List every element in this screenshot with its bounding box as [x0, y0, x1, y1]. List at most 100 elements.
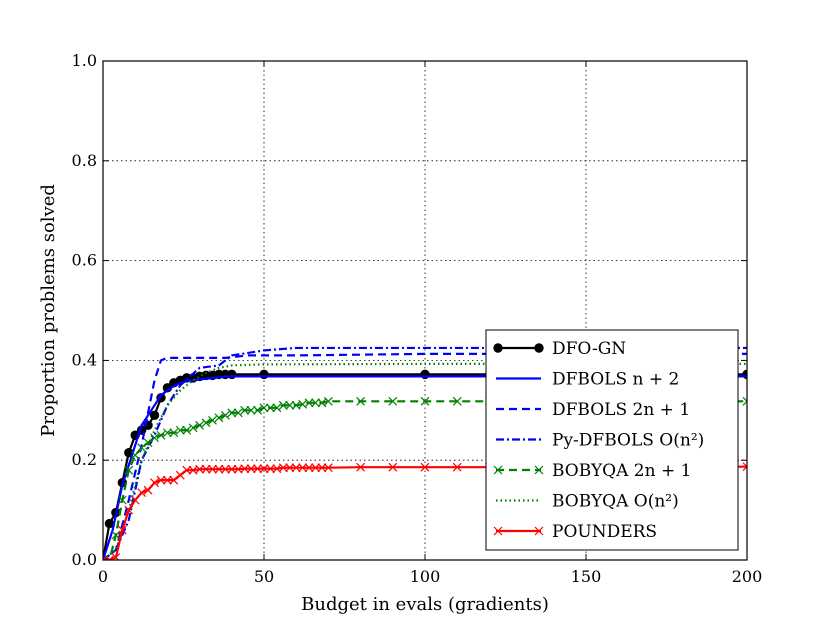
marker-stroke	[246, 464, 256, 474]
legend-label: DFBOLS 2n + 1	[552, 400, 690, 420]
marker-stroke	[272, 464, 282, 474]
marker-stroke	[162, 428, 172, 438]
series-line	[103, 375, 747, 560]
marker-stroke	[117, 525, 127, 535]
marker-stroke	[742, 396, 747, 403]
marker-stroke	[259, 464, 269, 474]
legend-label: DFO-GN	[552, 339, 626, 359]
data-point	[220, 410, 230, 420]
data-point	[150, 478, 159, 488]
data-point	[285, 463, 295, 473]
marker-stroke	[117, 495, 127, 505]
marker-stroke	[317, 398, 327, 408]
data-point	[298, 463, 308, 473]
series-5	[103, 362, 747, 560]
data-point	[304, 463, 314, 473]
legend-label: DFBOLS n + 2	[552, 370, 679, 390]
marker-stroke	[266, 403, 275, 413]
marker-stroke	[291, 400, 301, 410]
data-point	[253, 464, 262, 474]
legend-entry: DFBOLS 2n + 1	[496, 400, 690, 420]
data-point	[214, 413, 224, 423]
data-point	[162, 428, 172, 438]
y-axis-title: Proportion problems solved	[38, 184, 59, 437]
data-point	[208, 415, 217, 425]
data-point	[240, 405, 250, 415]
marker-stroke	[208, 464, 217, 474]
data-point	[311, 398, 320, 408]
data-point	[304, 398, 314, 408]
legend-marker	[493, 526, 503, 536]
marker-stroke	[291, 463, 301, 473]
data-point	[233, 408, 243, 418]
marker-stroke	[156, 430, 166, 440]
x-tick-label: 0	[98, 567, 108, 586]
marker-stroke	[182, 465, 192, 475]
legend-label: POUNDERS	[552, 522, 657, 542]
y-tick-label: 0.6	[72, 251, 97, 270]
data-point	[111, 530, 121, 540]
marker-stroke	[253, 464, 262, 474]
marker-stroke	[130, 495, 140, 505]
marker-stroke	[111, 530, 121, 540]
marker-stroke	[182, 425, 192, 435]
marker-stroke	[266, 464, 275, 474]
data-point	[388, 462, 398, 472]
data-point	[156, 430, 166, 440]
marker-stroke	[137, 488, 147, 498]
marker-stroke	[233, 408, 243, 418]
marker-stroke	[742, 465, 747, 472]
marker-stroke	[156, 475, 166, 485]
data-point	[208, 464, 217, 474]
marker-stroke	[103, 555, 108, 560]
marker-stroke	[112, 553, 121, 560]
y-tick-label: 0.8	[72, 151, 97, 170]
data-point	[130, 495, 140, 505]
data-point	[201, 464, 211, 474]
legend: DFO-GN DFBOLS n + 2 DFBOLS 2n + 1 Py-DFBOLS…	[485, 329, 739, 551]
series-line	[103, 346, 747, 560]
data-point	[143, 485, 153, 495]
marker-stroke	[214, 464, 224, 474]
marker-stroke	[388, 396, 398, 406]
data-point	[253, 405, 262, 415]
data-point	[278, 400, 288, 410]
marker-stroke	[214, 413, 224, 423]
marker-stroke	[175, 425, 185, 435]
marker-stroke	[493, 465, 503, 475]
marker-stroke	[150, 478, 159, 488]
data-point	[182, 425, 192, 435]
legend-label: BOBYQA 2n + 1	[552, 461, 691, 481]
x-axis-title: Budget in evals (gradients)	[301, 594, 549, 615]
data-point	[182, 465, 192, 475]
data-point	[130, 450, 140, 460]
y-tick-label: 0.2	[72, 450, 97, 469]
marker-stroke	[227, 464, 237, 474]
marker-stroke	[150, 433, 159, 443]
legend-entry: BOBYQA O(n²)	[496, 492, 679, 512]
marker-stroke	[201, 464, 211, 474]
marker-stroke	[175, 470, 185, 480]
data-point	[214, 464, 224, 474]
data-point	[175, 470, 185, 480]
marker-stroke	[304, 398, 314, 408]
legend-entry: Py-DFBOLS O(n²)	[496, 431, 704, 451]
data-point	[124, 465, 134, 475]
data-point	[285, 400, 295, 410]
marker-stroke	[298, 463, 308, 473]
data-point	[137, 443, 147, 453]
y-tick-label: 0.4	[72, 350, 97, 369]
data-point	[266, 464, 275, 474]
data-point	[150, 433, 159, 443]
x-tick-label: 100	[410, 567, 441, 586]
data-point	[220, 464, 230, 474]
marker-stroke	[298, 399, 308, 409]
marker-stroke	[105, 555, 111, 560]
data-point	[175, 425, 185, 435]
marker-stroke	[420, 462, 430, 472]
series-line	[103, 362, 747, 560]
data-point	[246, 405, 256, 415]
marker-stroke	[240, 464, 250, 474]
marker-stroke	[233, 464, 243, 474]
